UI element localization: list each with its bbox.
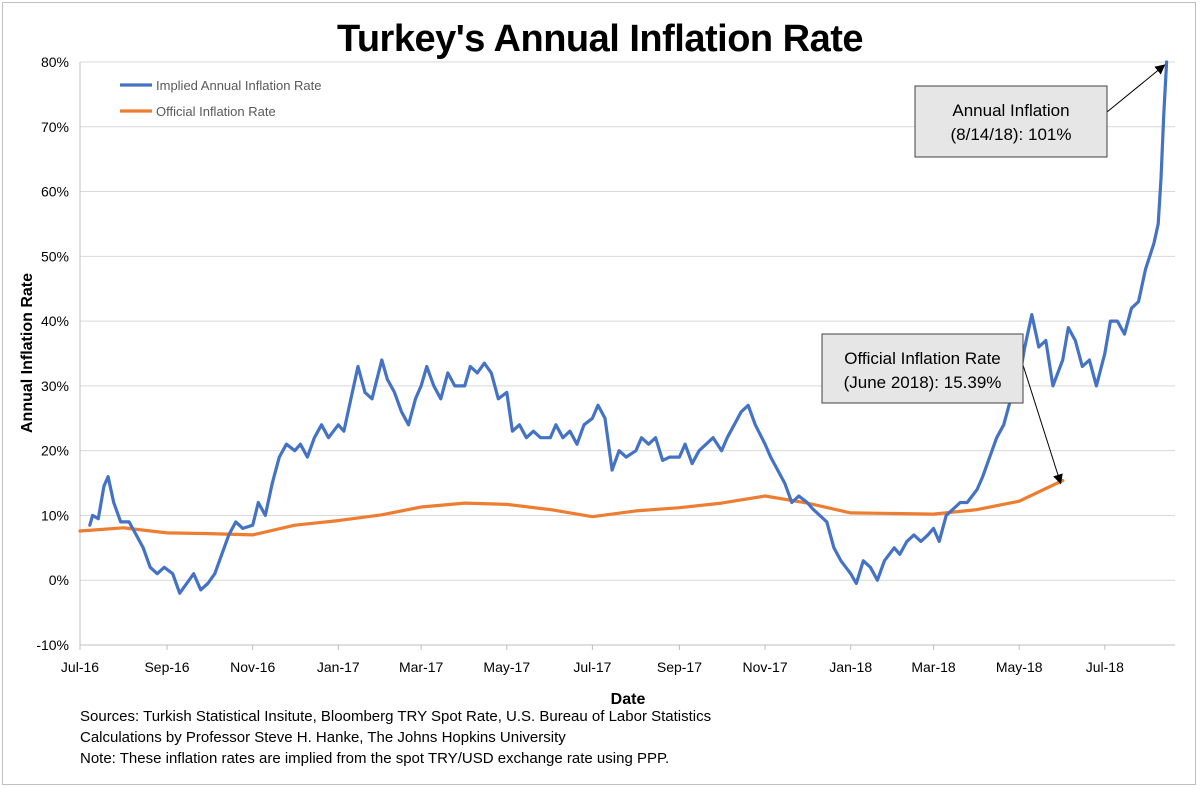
y-tick-label: 60% [41,184,69,200]
annotation-box [821,333,1024,404]
x-tick-label: Jul-16 [61,659,99,675]
x-tick-label: Jul-18 [1086,659,1124,675]
annotation-arrow [1106,64,1166,113]
y-tick-label: -10% [36,637,69,653]
annotation-text: (June 2018): 15.39% [844,373,1002,392]
implied-inflation-line [88,60,1169,595]
x-tick-label: May-17 [483,659,530,675]
y-tick-label: 30% [41,378,69,394]
official-inflation-line [78,478,1065,537]
y-tick-label: 10% [41,507,69,523]
legend-label: Official Inflation Rate [156,104,276,119]
x-tick-label: Jul-17 [573,659,611,675]
footer-notes: Sources: Turkish Statistical Insitute, B… [80,706,711,769]
x-axis-title: Date [611,691,646,708]
annotation-text: Annual Inflation [952,101,1069,120]
sources-note: Sources: Turkish Statistical Insitute, B… [80,708,712,725]
y-axis-title: Annual Inflation Rate [19,273,36,433]
x-tick-label: Jan-18 [829,659,872,675]
legend-label: Implied Annual Inflation Rate [156,78,322,93]
calculations-note: Calculations by Professor Steve H. Hanke… [80,729,566,746]
ppp-note: Note: These inflation rates are implied … [80,750,670,767]
x-tick-label: Nov-17 [743,659,788,675]
annotation-box [914,85,1108,158]
x-tick-label: Mar-18 [911,659,956,675]
y-tick-label: 40% [41,313,69,329]
y-tick-label: 20% [41,443,69,459]
y-tick-label: 50% [41,248,69,264]
x-tick-label: May-18 [996,659,1043,675]
y-tick-label: 0% [49,572,69,588]
x-tick-label: Mar-17 [399,659,444,675]
x-tick-label: Jan-17 [317,659,360,675]
chart-title: Turkey's Annual Inflation Rate [336,18,864,60]
annotation-arrow [1022,364,1063,485]
x-tick-label: Sep-17 [657,659,702,675]
y-tick-label: 70% [41,119,69,135]
annotation-text: (8/14/18): 101% [951,125,1072,144]
annotation-text: Official Inflation Rate [844,349,1001,368]
y-tick-label: 80% [41,54,69,70]
x-tick-label: Nov-16 [230,659,275,675]
x-tick-label: Sep-16 [144,659,189,675]
